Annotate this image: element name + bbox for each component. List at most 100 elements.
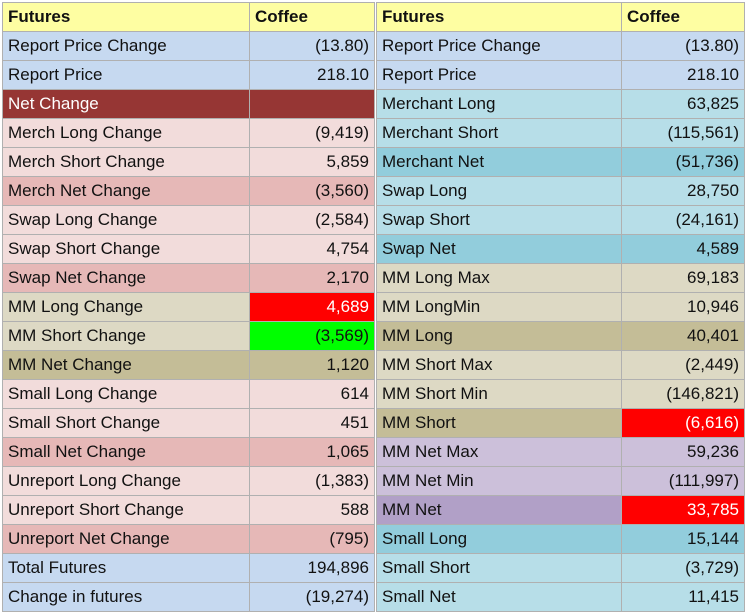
row-label-cell[interactable]: MM Long Change [2,292,250,322]
row-label-cell[interactable]: MM LongMin [376,292,622,322]
table-row: Merch Long Change (9,419) [2,118,375,148]
row-label-cell[interactable]: MM Long Max [376,263,622,293]
row-label-cell[interactable]: Small Net [376,582,622,612]
row-value-cell[interactable]: (111,997) [621,466,745,496]
row-label-cell[interactable]: MM Net [376,495,622,525]
row-value-cell[interactable]: 11,415 [621,582,745,612]
row-label-cell[interactable]: Total Futures [2,553,250,583]
row-label-cell[interactable]: Merch Short Change [2,147,250,177]
header-row: Futures Coffee [376,2,745,32]
row-label-cell[interactable]: Report Price [376,60,622,90]
row-value-cell[interactable]: 69,183 [621,263,745,293]
row-value-cell[interactable]: (6,616) [621,408,745,438]
row-label-cell[interactable]: Swap Short [376,205,622,235]
row-value-cell[interactable] [249,89,375,119]
row-value-cell[interactable]: 5,859 [249,147,375,177]
row-label-cell[interactable]: Swap Short Change [2,234,250,264]
row-label-cell[interactable]: Report Price [2,60,250,90]
table-row: MM LongMin 10,946 [376,292,745,322]
row-label-cell[interactable]: Swap Long Change [2,205,250,235]
row-label-cell[interactable]: Report Price Change [376,31,622,61]
row-value-cell[interactable]: (13.80) [249,31,375,61]
row-label-cell[interactable]: MM Net Min [376,466,622,496]
row-value-cell[interactable]: 588 [249,495,375,525]
row-value-cell[interactable]: 218.10 [621,60,745,90]
row-label-cell[interactable]: Small Long [376,524,622,554]
row-value-cell[interactable]: (9,419) [249,118,375,148]
row-value-cell[interactable]: 1,065 [249,437,375,467]
row-value-cell[interactable]: (146,821) [621,379,745,409]
row-value-cell[interactable]: (1,383) [249,466,375,496]
row-label-cell[interactable]: MM Net Max [376,437,622,467]
row-value-cell[interactable]: 63,825 [621,89,745,119]
row-value-cell[interactable]: 4,589 [621,234,745,264]
row-value-cell[interactable]: (2,449) [621,350,745,380]
row-label-cell[interactable]: Small Long Change [2,379,250,409]
table-row: MM Long 40,401 [376,321,745,351]
row-label-cell[interactable]: Swap Net [376,234,622,264]
row-label-cell[interactable]: Merchant Short [376,118,622,148]
row-value-cell[interactable]: (13.80) [621,31,745,61]
row-value-cell[interactable]: 614 [249,379,375,409]
row-value-cell[interactable]: 59,236 [621,437,745,467]
row-value-cell[interactable]: (3,569) [249,321,375,351]
row-value-cell[interactable]: (19,274) [249,582,375,612]
row-value-cell[interactable]: 1,120 [249,350,375,380]
table-row: Small Long 15,144 [376,524,745,554]
table-row: MM Net Min (111,997) [376,466,745,496]
header-label-cell[interactable]: Futures [376,2,622,32]
row-value-cell[interactable]: (3,560) [249,176,375,206]
row-value-cell[interactable]: 4,689 [249,292,375,322]
header-label-cell[interactable]: Futures [2,2,250,32]
row-label-cell[interactable]: Unreport Net Change [2,524,250,554]
table-row: Unreport Long Change (1,383) [2,466,375,496]
row-value-cell[interactable]: 15,144 [621,524,745,554]
row-value-cell[interactable]: 2,170 [249,263,375,293]
row-value-cell[interactable]: 40,401 [621,321,745,351]
table-row: Report Price Change (13.80) [376,31,745,61]
row-label-cell[interactable]: Merchant Net [376,147,622,177]
row-label-cell[interactable]: Unreport Short Change [2,495,250,525]
row-value-cell[interactable]: 4,754 [249,234,375,264]
row-label-cell[interactable]: Small Short Change [2,408,250,438]
table-row: Report Price 218.10 [376,60,745,90]
row-label-cell[interactable]: Merch Net Change [2,176,250,206]
table-row: Small Net 11,415 [376,582,745,612]
row-label-cell[interactable]: MM Short Max [376,350,622,380]
row-label-cell[interactable]: MM Long [376,321,622,351]
row-value-cell[interactable]: (3,729) [621,553,745,583]
row-label-cell[interactable]: Small Net Change [2,437,250,467]
row-value-cell[interactable]: 218.10 [249,60,375,90]
row-value-cell[interactable]: 28,750 [621,176,745,206]
row-label-cell[interactable]: MM Short Change [2,321,250,351]
row-label-cell[interactable]: Small Short [376,553,622,583]
table-row: Report Price 218.10 [2,60,375,90]
row-value-cell[interactable]: 10,946 [621,292,745,322]
row-label-cell[interactable]: Net Change [2,89,250,119]
row-value-cell[interactable]: (795) [249,524,375,554]
row-label-cell[interactable]: Merchant Long [376,89,622,119]
row-label-cell[interactable]: MM Short [376,408,622,438]
row-label-cell[interactable]: MM Short Min [376,379,622,409]
row-value-cell[interactable]: 451 [249,408,375,438]
table-row: MM Long Change 4,689 [2,292,375,322]
table-row: Swap Long Change (2,584) [2,205,375,235]
row-label-cell[interactable]: Swap Net Change [2,263,250,293]
table-row: Unreport Net Change (795) [2,524,375,554]
row-label-cell[interactable]: Report Price Change [2,31,250,61]
row-value-cell[interactable]: (2,584) [249,205,375,235]
row-label-cell[interactable]: Change in futures [2,582,250,612]
row-value-cell[interactable]: (24,161) [621,205,745,235]
row-value-cell[interactable]: 194,896 [249,553,375,583]
row-label-cell[interactable]: Swap Long [376,176,622,206]
row-value-cell[interactable]: (115,561) [621,118,745,148]
header-commodity-cell[interactable]: Coffee [249,2,375,32]
row-value-cell[interactable]: 33,785 [621,495,745,525]
row-label-cell[interactable]: MM Net Change [2,350,250,380]
table-row: Change in futures (19,274) [2,582,375,612]
row-label-cell[interactable]: Merch Long Change [2,118,250,148]
row-value-cell[interactable]: (51,736) [621,147,745,177]
header-commodity-cell[interactable]: Coffee [621,2,745,32]
table-row: Swap Short Change 4,754 [2,234,375,264]
row-label-cell[interactable]: Unreport Long Change [2,466,250,496]
